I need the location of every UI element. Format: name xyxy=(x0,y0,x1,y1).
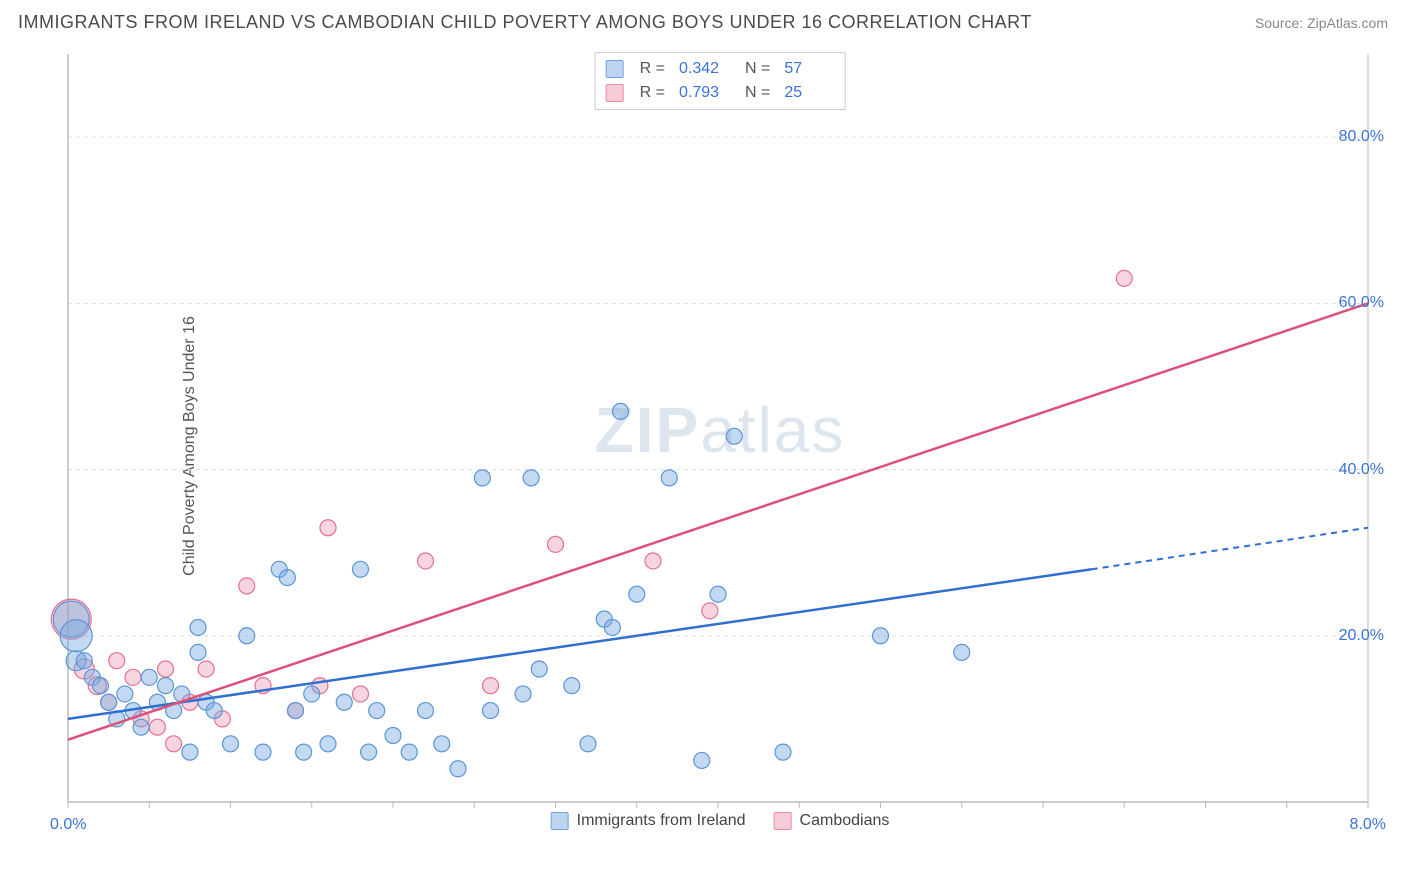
y-tick-label: 20.0% xyxy=(1339,627,1384,645)
swatch-b-icon xyxy=(606,84,624,102)
n-value-a: 57 xyxy=(784,57,834,81)
chart-header: IMMIGRANTS FROM IRELAND VS CAMBODIAN CHI… xyxy=(0,0,1406,41)
y-tick-label: 60.0% xyxy=(1339,294,1384,312)
legend-item-b: Cambodians xyxy=(774,812,890,830)
legend-statistics: R = 0.342 N = 57 R = 0.793 N = 25 xyxy=(595,52,846,110)
x-axis-max-label: 8.0% xyxy=(1350,816,1386,834)
swatch-b2-icon xyxy=(774,812,792,830)
legend-label-a: Immigrants from Ireland xyxy=(577,812,746,830)
chart-area: Child Poverty Among Boys Under 16 R = 0.… xyxy=(50,46,1390,846)
legend-series: Immigrants from Ireland Cambodians xyxy=(551,812,890,830)
y-tick-label: 80.0% xyxy=(1339,128,1384,146)
n-label-b: N = xyxy=(745,81,770,105)
n-value-b: 25 xyxy=(784,81,834,105)
swatch-a2-icon xyxy=(551,812,569,830)
y-tick-label: 40.0% xyxy=(1339,461,1384,479)
chart-source: Source: ZipAtlas.com xyxy=(1255,15,1388,31)
legend-label-b: Cambodians xyxy=(800,812,890,830)
legend-item-a: Immigrants from Ireland xyxy=(551,812,746,830)
chart-title: IMMIGRANTS FROM IRELAND VS CAMBODIAN CHI… xyxy=(18,12,1032,33)
r-value-b: 0.793 xyxy=(679,81,729,105)
legend-row-b: R = 0.793 N = 25 xyxy=(606,81,835,105)
n-label-a: N = xyxy=(745,57,770,81)
r-label-a: R = xyxy=(640,57,665,81)
r-value-a: 0.342 xyxy=(679,57,729,81)
x-axis-min-label: 0.0% xyxy=(50,816,86,834)
scatter-plot-svg xyxy=(50,46,1390,846)
legend-row-a: R = 0.342 N = 57 xyxy=(606,57,835,81)
r-label-b: R = xyxy=(640,81,665,105)
swatch-a-icon xyxy=(606,60,624,78)
